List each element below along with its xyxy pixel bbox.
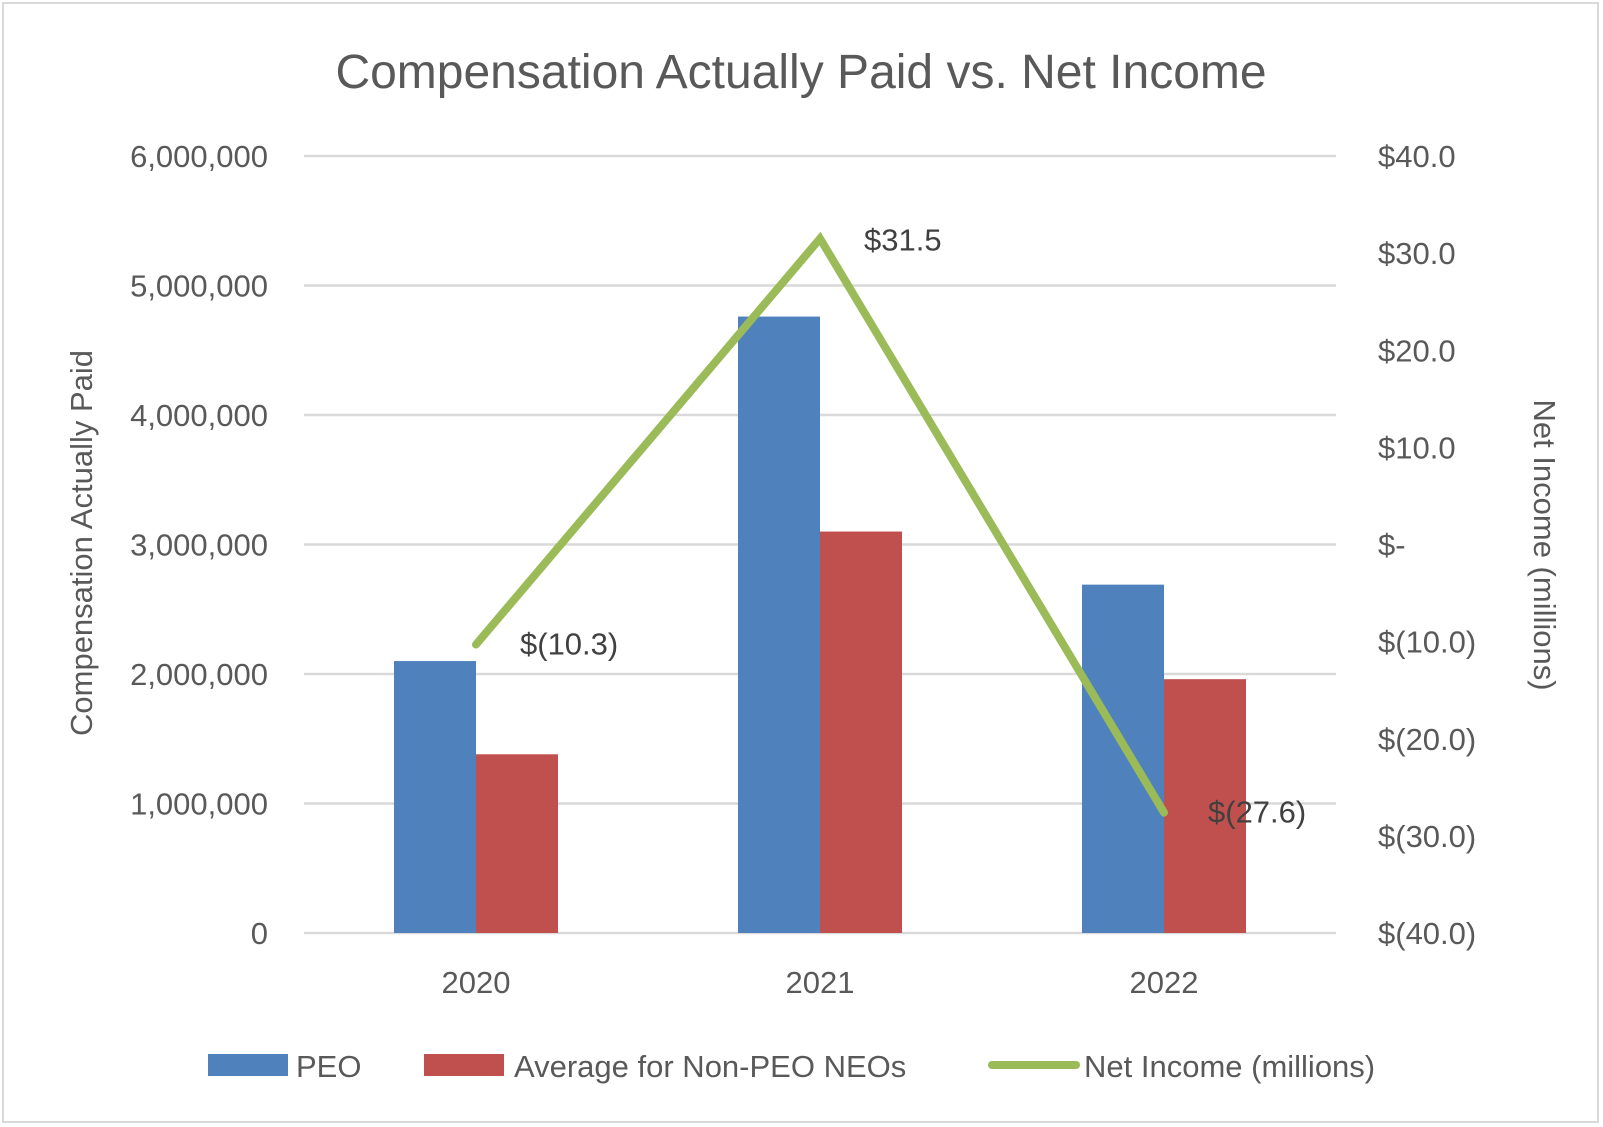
net-income-line-group: $(10.3) $31.5 $(27.6) (472, 223, 1306, 830)
net-income-data-label: $(10.3) (520, 627, 618, 662)
right-tick-label: $- (1378, 528, 1406, 563)
legend-swatch-peo (208, 1054, 288, 1076)
legend-label-average-for-non-peo-neos: Average for Non-PEO NEOs (514, 1049, 906, 1084)
legend-label-peo: PEO (296, 1049, 361, 1084)
right-tick-label: $30.0 (1378, 236, 1456, 271)
left-tick-label: 2,000,000 (130, 657, 268, 692)
x-tick-label: 2020 (442, 965, 511, 1000)
left-axis-ticks: 0 1,000,000 2,000,000 3,000,000 4,000,000 5,0… (130, 139, 268, 951)
bar-peo-2022 (1082, 584, 1164, 933)
bar-average-for-non-peo-neos-2022 (1164, 679, 1246, 933)
right-tick-label: $(40.0) (1378, 916, 1476, 951)
bar-peo-2020 (394, 661, 476, 933)
net-income-data-label: $31.5 (864, 223, 942, 258)
bar-average-for-non-peo-neos-2020 (476, 754, 558, 933)
bar-peo-2021 (738, 316, 820, 934)
legend-label-net-income-millions-: Net Income (millions) (1084, 1049, 1375, 1084)
left-tick-label: 5,000,000 (130, 269, 268, 304)
x-tick-label: 2022 (1130, 965, 1199, 1000)
legend: PEO Average for Non-PEO NEOs Net Income (m… (208, 1049, 1375, 1084)
left-tick-label: 0 (251, 916, 268, 951)
legend-swatch-average-for-non-peo-neos (424, 1054, 504, 1076)
right-tick-label: $10.0 (1378, 430, 1456, 465)
right-tick-label: $(10.0) (1378, 625, 1476, 660)
left-tick-label: 4,000,000 (130, 398, 268, 433)
left-tick-label: 1,000,000 (130, 787, 268, 822)
left-tick-label: 3,000,000 (130, 528, 268, 563)
right-tick-label: $20.0 (1378, 333, 1456, 368)
left-tick-label: 6,000,000 (130, 139, 268, 174)
x-tick-label: 2021 (786, 965, 855, 1000)
right-tick-label: $40.0 (1378, 139, 1456, 174)
right-tick-label: $(30.0) (1378, 819, 1476, 854)
net-income-data-label: $(27.6) (1208, 795, 1306, 830)
x-axis-ticks: 2020 2021 2022 (442, 965, 1199, 1000)
chart-title: Compensation Actually Paid vs. Net Incom… (335, 46, 1266, 99)
right-tick-label: $(20.0) (1378, 722, 1476, 757)
bar-average-for-non-peo-neos-2021 (820, 531, 902, 933)
bars (394, 316, 1246, 934)
left-axis-title: Compensation Actually Paid (64, 350, 99, 736)
right-axis-ticks: $(40.0) $(30.0) $(20.0) $(10.0) $- $10.0 $20.0… (1378, 139, 1476, 951)
right-axis-title: Net Income (millions) (1527, 399, 1562, 690)
